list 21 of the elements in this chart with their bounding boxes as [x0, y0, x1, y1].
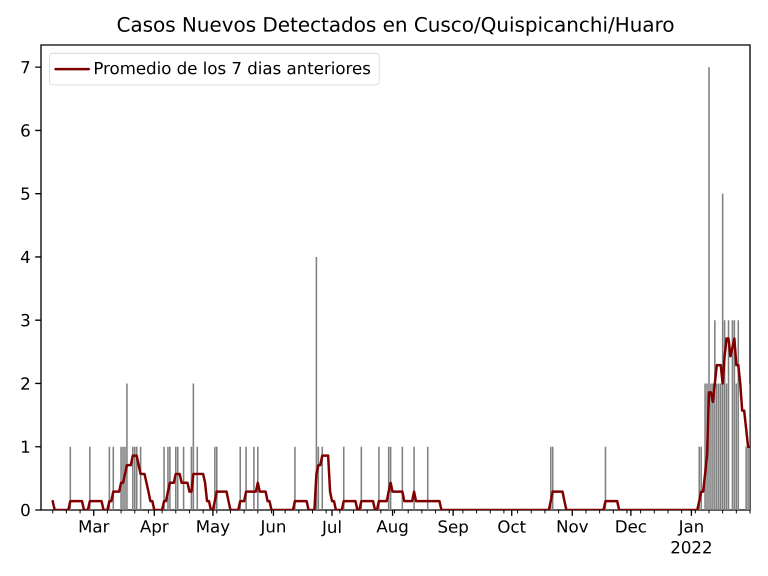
x-tick-label: Mar	[80, 520, 110, 533]
y-tick-label: 2	[21, 377, 30, 390]
chart-title: Casos Nuevos Detectados en Cusco/Quispicanchi/Huaro	[118, 16, 674, 36]
x-tick-label: Dec	[616, 520, 646, 533]
x-tick-label: Oct	[498, 520, 526, 533]
legend-label: Promedio de los 7 dias anteriores	[94, 62, 370, 74]
x-tick-label: Apr	[140, 520, 169, 536]
x-tick-label: Nov	[558, 520, 588, 533]
y-tick-label: 5	[21, 187, 30, 200]
x-tick-label: Jul	[321, 520, 340, 536]
y-tick-label: 3	[21, 314, 30, 326]
y-tick-label: 4	[20, 250, 30, 263]
x-tick-label: May	[197, 520, 230, 536]
y-tick-label: 0	[21, 504, 30, 516]
x-tick-label: Jan 2022	[672, 520, 711, 554]
y-tick-label: 1	[22, 440, 30, 453]
y-tick-label: 6	[21, 124, 30, 137]
x-tick-label: Aug	[376, 520, 408, 536]
y-tick-label: 7	[22, 61, 30, 74]
x-tick-label: Sep	[438, 520, 468, 536]
x-tick-label: Jun	[260, 520, 285, 536]
